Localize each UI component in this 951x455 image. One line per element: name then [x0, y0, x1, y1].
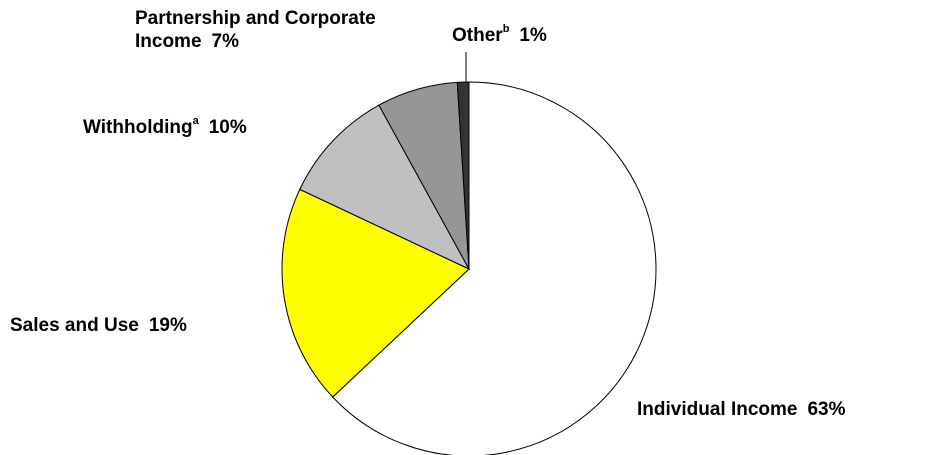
value-label: 19%	[148, 315, 187, 336]
footnote-mark: a	[192, 115, 199, 127]
category-label: Individual Income	[637, 399, 798, 420]
slice-label: Sales and Use 19%	[10, 314, 187, 337]
pie-slice	[331, 81, 657, 455]
value-label: 63%	[807, 399, 846, 420]
value-label: 1%	[519, 25, 547, 46]
slice-label: Individual Income 63%	[637, 398, 846, 421]
slice-label: Partnership and Corporate Income 7%	[135, 7, 435, 53]
footnote-mark: b	[502, 23, 510, 35]
pie-slice	[281, 188, 470, 398]
value-label: 10%	[208, 117, 247, 138]
category-label: Sales and Use	[10, 315, 139, 336]
pie-slice	[456, 81, 470, 270]
category-label: Other	[452, 25, 503, 46]
category-label: Withholding	[83, 117, 193, 138]
slice-label: Otherb 1%	[452, 24, 547, 47]
value-label: 7%	[211, 31, 239, 52]
slice-label: Withholdinga 10%	[83, 116, 247, 139]
category-label: Partnership and Corporate Income	[135, 8, 376, 52]
pie-slice	[299, 104, 471, 271]
